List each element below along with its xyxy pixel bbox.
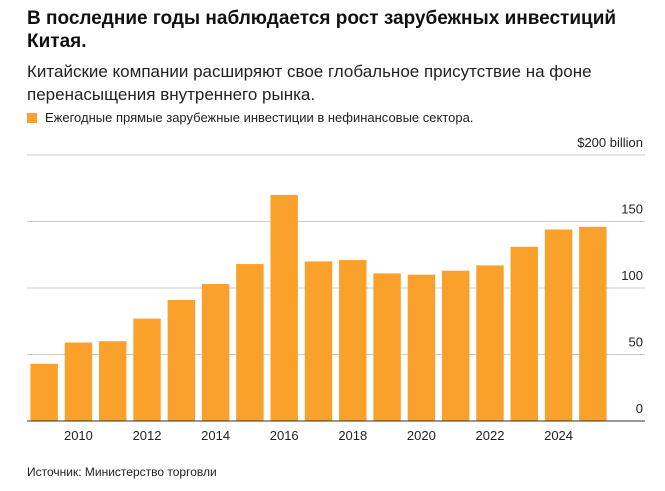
- x-tick-label: 2024: [544, 428, 573, 443]
- bar: [236, 264, 264, 421]
- y-tick-label: 50: [629, 335, 643, 350]
- legend-label: Ежегодные прямые зарубежные инвестиции в…: [45, 110, 474, 125]
- x-tick-label: 2010: [64, 428, 93, 443]
- bar: [304, 261, 333, 421]
- bar: [167, 299, 196, 421]
- bar: [544, 229, 573, 421]
- x-tick-label: 2022: [476, 428, 505, 443]
- bar: [201, 284, 230, 421]
- bar: [476, 265, 504, 421]
- y-tick-label: $200 billion: [577, 135, 643, 150]
- chart-title: В последние годы наблюдается рост зарубе…: [27, 8, 617, 52]
- y-tick-label: 100: [621, 268, 643, 283]
- chart-subtitle: Китайские компании расширяют свое глобал…: [27, 62, 592, 104]
- x-tick-label: 2016: [270, 428, 299, 443]
- x-tick-label: 2020: [407, 428, 436, 443]
- bar: [373, 273, 401, 421]
- x-tick-label: 2012: [133, 428, 162, 443]
- bar: [99, 341, 127, 421]
- bar: [64, 342, 93, 421]
- y-tick-label: 0: [636, 401, 643, 416]
- bar: [579, 226, 607, 421]
- bar: [133, 318, 161, 421]
- x-tick-label: 2014: [201, 428, 230, 443]
- bar: [441, 270, 470, 421]
- legend-swatch: [27, 112, 37, 123]
- bar: [510, 246, 538, 421]
- x-tick-label: 2018: [338, 428, 367, 443]
- bar: [407, 274, 436, 421]
- y-tick-label: 150: [621, 202, 643, 217]
- bar: [30, 363, 58, 421]
- legend: Ежегодные прямые зарубежные инвестиции в…: [27, 110, 473, 125]
- bar: [339, 260, 367, 421]
- bar: [270, 194, 298, 421]
- source-note: Источник: Министерство торговли: [27, 465, 217, 479]
